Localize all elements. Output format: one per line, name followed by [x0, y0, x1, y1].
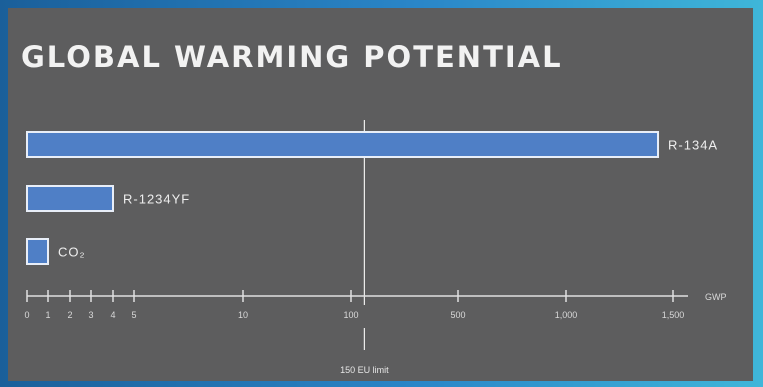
x-tick-label: 4: [110, 310, 115, 320]
x-tick-label: 10: [238, 310, 248, 320]
x-tick-label: 100: [343, 310, 358, 320]
category-label: CO₂: [58, 245, 86, 260]
x-tick-label: 1,000: [555, 310, 578, 320]
category-label: R-134A: [668, 138, 718, 153]
chart-title: GLOBAL WARMING POTENTIAL: [21, 40, 563, 74]
bar-r-134a: [26, 131, 660, 158]
chart-panel: [8, 8, 753, 381]
reference-line-label: 150 EU limit: [340, 365, 389, 375]
bar-co2: [26, 238, 49, 265]
x-tick-label: 1,500: [662, 310, 685, 320]
x-tick-label: 500: [450, 310, 465, 320]
x-axis-label: GWP: [705, 292, 727, 302]
x-tick-label: 5: [131, 310, 136, 320]
x-tick-label: 3: [88, 310, 93, 320]
x-tick-label: 2: [67, 310, 72, 320]
x-tick-label: 0: [24, 310, 29, 320]
bar-r-1234yf: [26, 185, 114, 212]
category-label: R-1234YF: [123, 192, 190, 207]
x-tick-label: 1: [45, 310, 50, 320]
